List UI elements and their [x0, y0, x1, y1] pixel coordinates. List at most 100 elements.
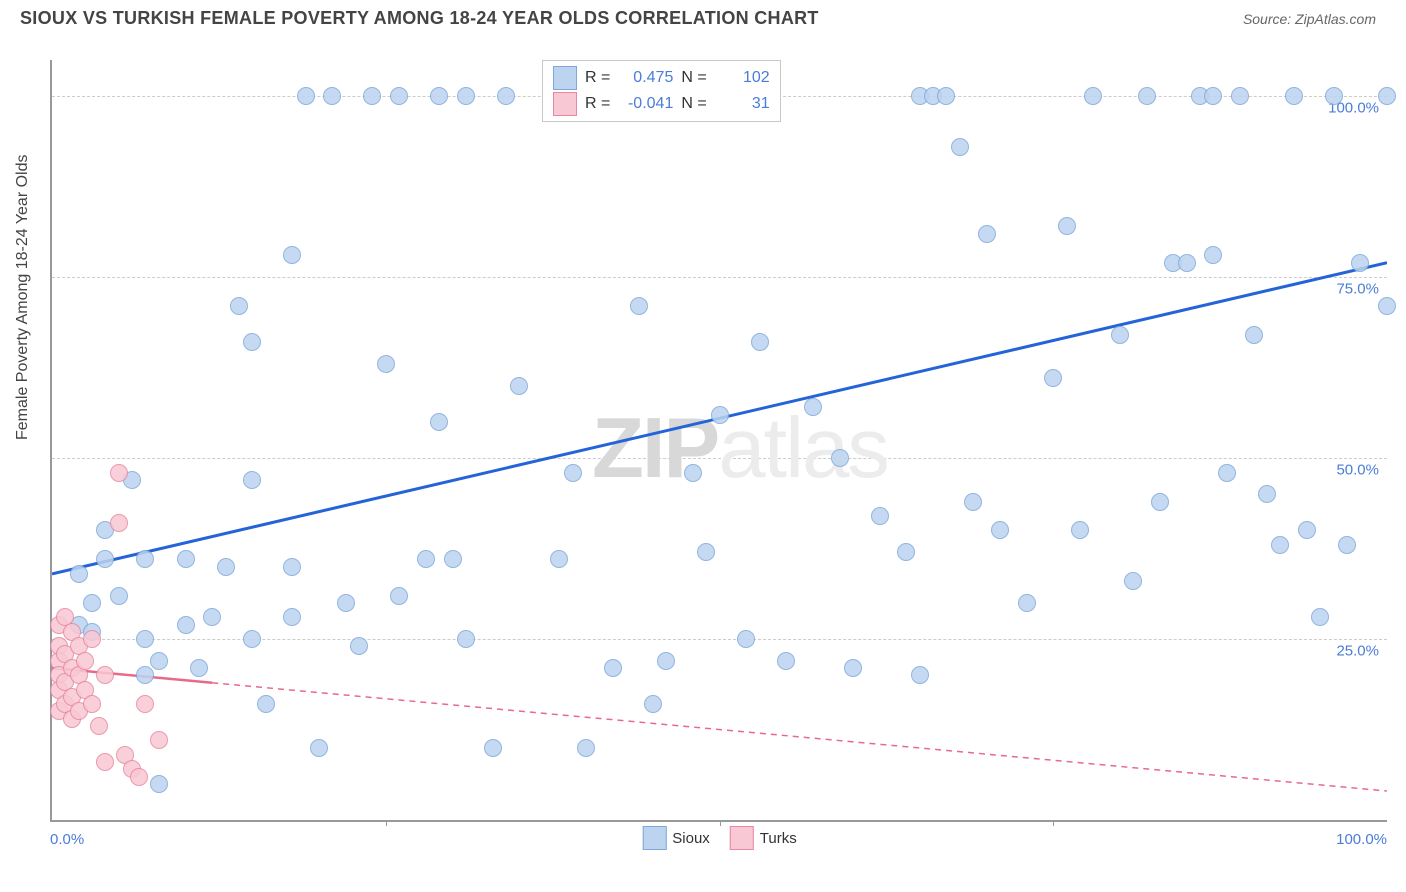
legend-label: Turks	[760, 830, 797, 847]
n-value-turks: 31	[715, 95, 770, 113]
r-value-turks: -0.041	[618, 95, 673, 113]
r-label: R =	[585, 69, 610, 87]
data-point	[1245, 326, 1263, 344]
data-point	[1111, 326, 1129, 344]
data-point	[751, 333, 769, 351]
data-point	[1378, 297, 1396, 315]
data-point	[897, 543, 915, 561]
data-point	[1258, 485, 1276, 503]
data-point	[150, 775, 168, 793]
data-point	[1058, 217, 1076, 235]
data-point	[377, 355, 395, 373]
data-point	[510, 377, 528, 395]
data-point	[697, 543, 715, 561]
data-point	[390, 587, 408, 605]
data-point	[804, 398, 822, 416]
data-point	[297, 87, 315, 105]
data-point	[564, 464, 582, 482]
sioux-swatch	[553, 66, 577, 90]
chart-source: Source: ZipAtlas.com	[1243, 11, 1376, 27]
data-point	[177, 616, 195, 634]
series-legend: Sioux Turks	[642, 826, 796, 850]
chart-title: SIOUX VS TURKISH FEMALE POVERTY AMONG 18…	[20, 8, 819, 29]
data-point	[497, 87, 515, 105]
trend-lines	[52, 60, 1387, 820]
data-point	[150, 731, 168, 749]
plot-area: 25.0%50.0%75.0%100.0% ZIPatlas R = 0.475…	[50, 60, 1387, 822]
data-point	[444, 550, 462, 568]
data-point	[83, 594, 101, 612]
chart-header: SIOUX VS TURKISH FEMALE POVERTY AMONG 18…	[0, 0, 1406, 33]
data-point	[337, 594, 355, 612]
xtick-mark	[720, 820, 721, 826]
xtick-mark	[386, 820, 387, 826]
n-label: N =	[681, 69, 706, 87]
r-value-sioux: 0.475	[618, 69, 673, 87]
ytick-label: 75.0%	[1336, 281, 1379, 298]
data-point	[96, 550, 114, 568]
data-point	[96, 666, 114, 684]
n-value-sioux: 102	[715, 69, 770, 87]
data-point	[1218, 464, 1236, 482]
data-point	[350, 637, 368, 655]
data-point	[283, 246, 301, 264]
data-point	[978, 225, 996, 243]
data-point	[1378, 87, 1396, 105]
data-point	[1124, 572, 1142, 590]
ytick-label: 50.0%	[1336, 462, 1379, 479]
data-point	[657, 652, 675, 670]
data-point	[777, 652, 795, 670]
data-point	[177, 550, 195, 568]
data-point	[684, 464, 702, 482]
data-point	[283, 558, 301, 576]
legend-row-turks: R = -0.041 N = 31	[553, 91, 770, 117]
data-point	[136, 550, 154, 568]
data-point	[964, 493, 982, 511]
data-point	[243, 333, 261, 351]
data-point	[96, 753, 114, 771]
data-point	[310, 739, 328, 757]
data-point	[150, 652, 168, 670]
data-point	[1311, 608, 1329, 626]
data-point	[457, 87, 475, 105]
data-point	[911, 666, 929, 684]
data-point	[644, 695, 662, 713]
data-point	[1231, 87, 1249, 105]
data-point	[1151, 493, 1169, 511]
xtick-label: 0.0%	[50, 831, 84, 848]
data-point	[1351, 254, 1369, 272]
data-point	[190, 659, 208, 677]
data-point	[991, 521, 1009, 539]
data-point	[110, 587, 128, 605]
n-label: N =	[681, 95, 706, 113]
data-point	[230, 297, 248, 315]
data-point	[844, 659, 862, 677]
data-point	[136, 630, 154, 648]
data-point	[1298, 521, 1316, 539]
data-point	[484, 739, 502, 757]
data-point	[257, 695, 275, 713]
data-point	[871, 507, 889, 525]
data-point	[136, 695, 154, 713]
data-point	[417, 550, 435, 568]
data-point	[70, 565, 88, 583]
data-point	[550, 550, 568, 568]
legend-item-sioux: Sioux	[642, 826, 710, 850]
data-point	[323, 87, 341, 105]
turks-swatch-icon	[730, 826, 754, 850]
data-point	[951, 138, 969, 156]
data-point	[1325, 87, 1343, 105]
data-point	[136, 666, 154, 684]
data-point	[283, 608, 301, 626]
ytick-label: 25.0%	[1336, 643, 1379, 660]
data-point	[243, 471, 261, 489]
data-point	[630, 297, 648, 315]
data-point	[831, 449, 849, 467]
data-point	[737, 630, 755, 648]
y-axis-label: Female Poverty Among 18-24 Year Olds	[14, 155, 32, 441]
data-point	[1271, 536, 1289, 554]
gridline	[52, 458, 1387, 459]
data-point	[1138, 87, 1156, 105]
data-point	[1178, 254, 1196, 272]
data-point	[243, 630, 261, 648]
